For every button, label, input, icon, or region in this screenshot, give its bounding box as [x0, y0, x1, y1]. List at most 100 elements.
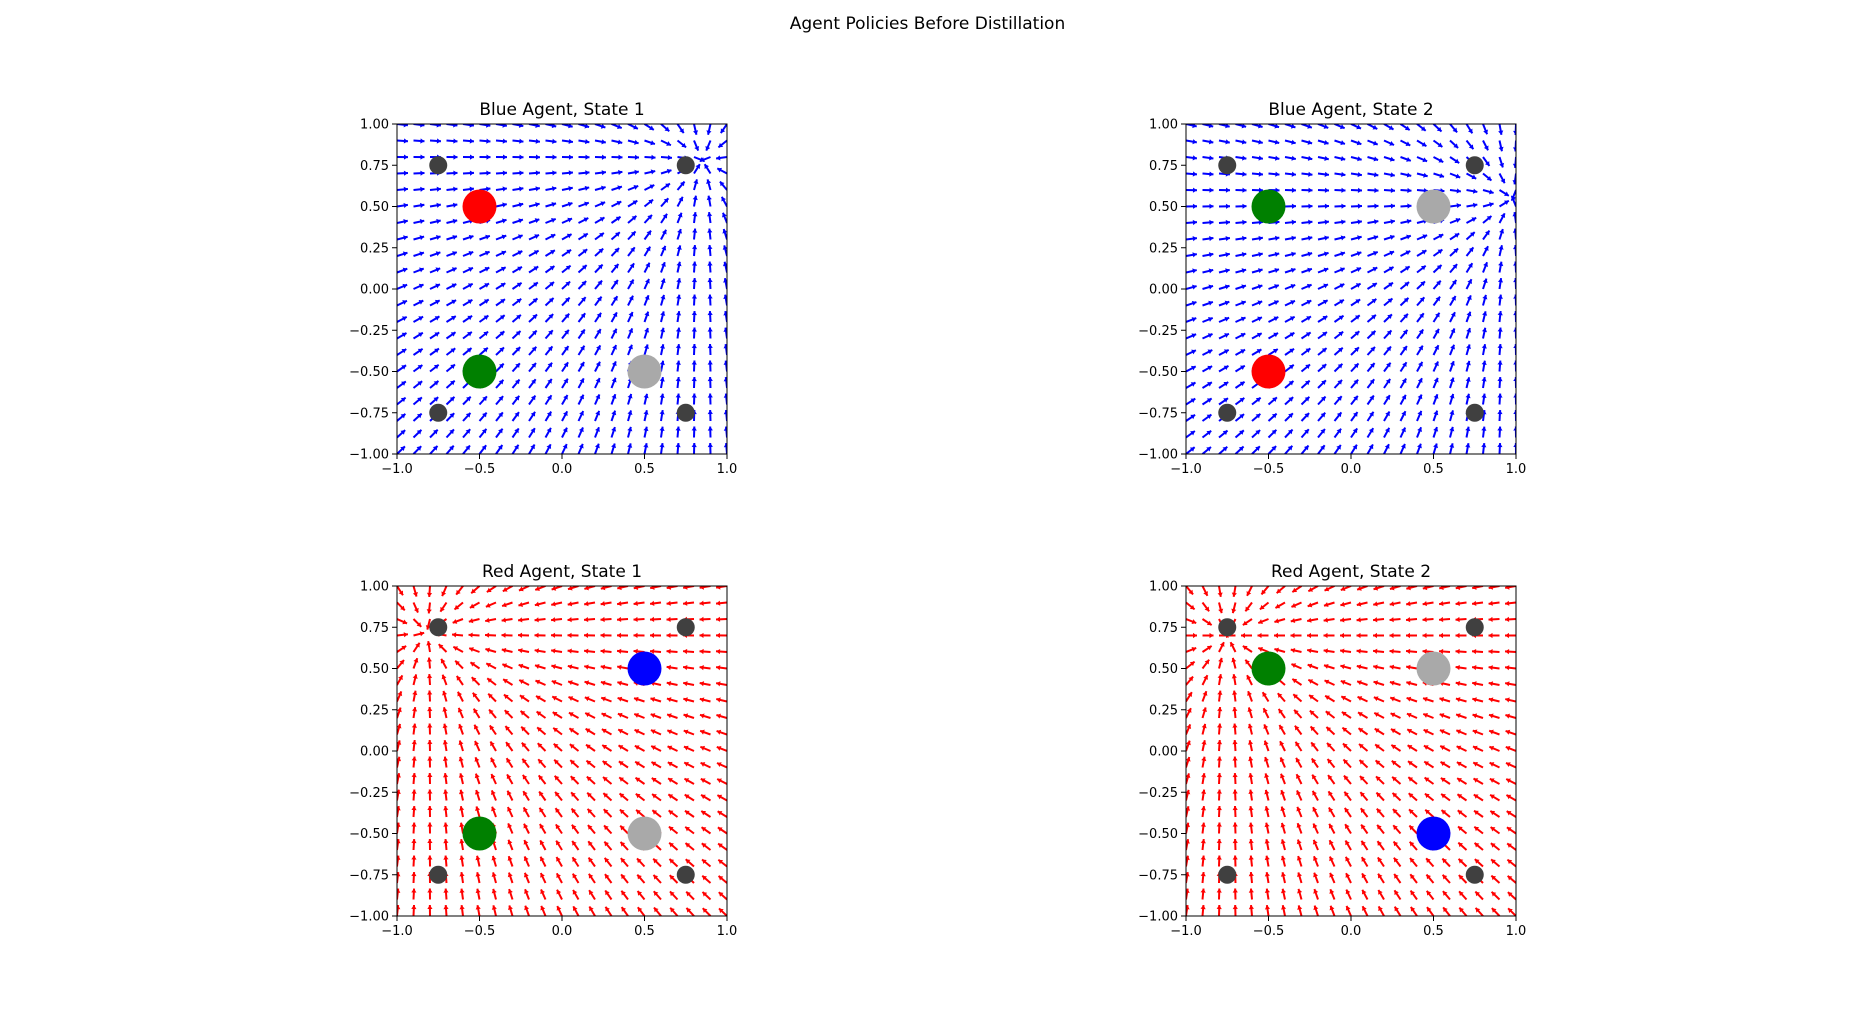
arrow-head [659, 377, 665, 382]
arrow-head [1459, 907, 1464, 913]
arrow-head [451, 299, 457, 305]
arrow-head [491, 872, 497, 877]
arrow-head [1449, 426, 1455, 432]
arrow-head [1239, 430, 1244, 435]
arrow-head [634, 729, 640, 734]
arrow-head [611, 377, 617, 383]
arrow-head [498, 412, 503, 418]
arrow-head [669, 875, 675, 880]
arrow-head [515, 347, 521, 352]
arrow-head [598, 248, 604, 254]
arrow-head [551, 217, 556, 223]
arrow-head [427, 822, 433, 827]
arrow-head [1296, 806, 1302, 812]
arrow-head [491, 806, 496, 812]
arrow-head [604, 857, 610, 863]
arrow-head [434, 348, 439, 354]
arrow-head [1280, 790, 1286, 795]
arrow-head [1291, 155, 1296, 161]
arrow-head [1452, 264, 1458, 269]
arrow-head [1373, 140, 1378, 146]
arrow-head [524, 905, 530, 911]
arrow-head [582, 249, 588, 254]
arrow-head [515, 330, 521, 336]
arrow-head [1375, 744, 1380, 749]
arrow-head [521, 742, 527, 748]
arrow-head [452, 632, 457, 638]
arrow-head [1225, 268, 1230, 274]
arrow-head [1258, 619, 1263, 625]
arrow-head [580, 345, 585, 351]
arrow-head [1291, 219, 1296, 225]
arrow-head [497, 444, 503, 450]
arrow-head [453, 170, 458, 176]
arrow-head [420, 202, 425, 208]
arrow-head [651, 745, 656, 751]
obstacle-marker [1465, 156, 1484, 175]
arrow-head [1248, 855, 1254, 860]
arrow-head [1261, 589, 1267, 595]
arrow-head [1505, 745, 1511, 751]
arrow-head [643, 344, 649, 350]
arrow-head [453, 124, 458, 128]
arrow-head [1433, 443, 1439, 449]
arrow-head [659, 360, 665, 366]
arrow-head [1339, 124, 1345, 130]
agent-marker [627, 816, 662, 851]
arrow-head [1406, 632, 1410, 639]
arrow-head [621, 907, 627, 912]
arrow-head [504, 710, 510, 715]
arrow-head [1328, 823, 1334, 829]
arrow-head [633, 586, 639, 590]
arrow-head [470, 662, 476, 667]
arrow-head [436, 186, 441, 192]
arrow-head [723, 443, 727, 448]
arrow-head [1458, 842, 1464, 848]
x-tick-label: 0.0 [552, 924, 573, 939]
arrow-head [1474, 842, 1480, 848]
arrow-head [581, 297, 586, 302]
arrow-head [571, 808, 577, 814]
arrow-head [1378, 890, 1383, 895]
arrow-head [723, 311, 727, 316]
arrow-head [691, 327, 697, 332]
arrow-head [684, 778, 690, 783]
arrow-head [584, 616, 589, 623]
arrow-head [720, 128, 726, 134]
arrow-head [1497, 311, 1503, 316]
arrow-head [1417, 378, 1423, 383]
arrow-head [503, 679, 508, 684]
arrow-head [723, 410, 727, 415]
arrow-head [1218, 657, 1224, 663]
arrow-head [1357, 219, 1362, 225]
arrow-head [1451, 279, 1457, 285]
arrow-head [1374, 712, 1380, 718]
arrow-head [403, 170, 408, 176]
arrow-head [1356, 251, 1362, 257]
arrow-head [675, 393, 681, 398]
arrow-head [618, 745, 624, 750]
arrow-head [411, 872, 417, 877]
arrow-head [1465, 377, 1471, 382]
arrow-head [449, 445, 454, 451]
arrow-head [465, 445, 470, 451]
arrow-head [1423, 696, 1428, 702]
arrow-head [630, 247, 635, 253]
x-tick-label: 0.5 [1423, 924, 1444, 939]
arrow-head [1418, 329, 1424, 335]
arrow-head [1219, 642, 1225, 647]
arrow-head [1513, 294, 1516, 299]
arrow-head [443, 806, 449, 811]
arrow-head [551, 632, 556, 638]
arrow-head [1455, 586, 1461, 590]
arrow-head [562, 444, 568, 449]
arrow-head [434, 299, 440, 305]
arrow-head [668, 810, 674, 815]
arrow-head [411, 888, 417, 893]
y-tick-label: −0.50 [349, 365, 389, 380]
arrow-head [1482, 278, 1488, 284]
arrow-head [723, 327, 727, 332]
arrow-head [1291, 235, 1296, 241]
arrow-head [1240, 365, 1245, 370]
arrow-head [411, 773, 417, 778]
